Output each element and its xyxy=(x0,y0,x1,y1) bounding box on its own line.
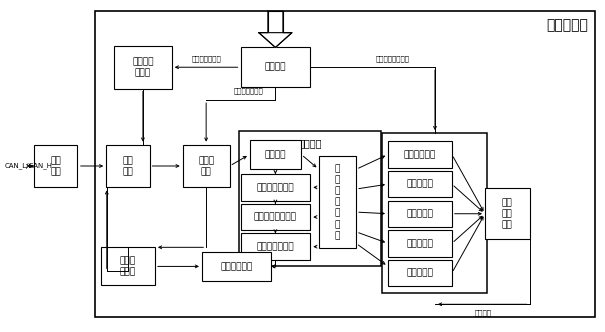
Text: 采样时钟
生成器: 采样时钟 生成器 xyxy=(132,57,154,77)
Text: 抽点
模块: 抽点 模块 xyxy=(122,156,133,176)
Bar xyxy=(388,230,451,257)
Text: 比较触发模块: 比较触发模块 xyxy=(417,140,453,150)
Bar xyxy=(268,11,283,33)
Text: 帧信息比较器: 帧信息比较器 xyxy=(404,150,436,159)
Bar xyxy=(388,260,451,286)
Text: 解码模块: 解码模块 xyxy=(298,138,322,148)
Text: CAN_L/CAN_H: CAN_L/CAN_H xyxy=(4,163,53,169)
Text: 数字比
较器: 数字比 较器 xyxy=(198,156,214,176)
Bar xyxy=(241,174,310,201)
Text: 校验比较器: 校验比较器 xyxy=(407,269,433,278)
Bar xyxy=(101,247,155,285)
Text: 触发信号: 触发信号 xyxy=(475,309,492,316)
Text: 可编程逻辑: 可编程逻辑 xyxy=(547,18,589,32)
Bar xyxy=(201,252,271,281)
Text: 相位转换: 相位转换 xyxy=(264,150,286,159)
Text: 数据比较器: 数据比较器 xyxy=(407,239,433,248)
Text: 模数
转换: 模数 转换 xyxy=(50,156,61,176)
Bar xyxy=(114,46,171,89)
Bar xyxy=(241,47,310,87)
Bar xyxy=(388,201,451,227)
Text: 用户设定触发条件: 用户设定触发条件 xyxy=(376,56,410,62)
Bar xyxy=(106,145,149,187)
Bar xyxy=(485,188,530,239)
Text: 后续处理模块: 后续处理模块 xyxy=(220,262,252,271)
Bar xyxy=(183,145,230,187)
Bar xyxy=(241,233,310,260)
Text: 用户设定波特率: 用户设定波特率 xyxy=(191,56,221,62)
Text: 帧比特提取模块: 帧比特提取模块 xyxy=(257,183,294,192)
Bar xyxy=(34,145,77,187)
Text: 采集控
制模块: 采集控 制模块 xyxy=(120,256,136,277)
Bar xyxy=(382,133,488,293)
Bar xyxy=(241,204,310,230)
Bar xyxy=(388,141,451,168)
Bar xyxy=(250,140,301,169)
Polygon shape xyxy=(259,33,292,47)
Bar xyxy=(319,156,356,248)
Text: 帧
起
始
检
测
模
块: 帧 起 始 检 测 模 块 xyxy=(335,164,340,240)
Text: 控制比较器: 控制比较器 xyxy=(407,209,433,218)
Bar xyxy=(95,11,595,317)
Text: 用户设定帧特征: 用户设定帧特征 xyxy=(234,87,263,94)
Text: 触发
生成
模块: 触发 生成 模块 xyxy=(502,198,512,229)
Bar xyxy=(239,131,381,266)
Text: 编码冗余检测模块: 编码冗余检测模块 xyxy=(254,212,297,221)
Bar xyxy=(388,171,451,197)
Text: 字段提取状态机: 字段提取状态机 xyxy=(257,242,294,251)
Text: 用户设定: 用户设定 xyxy=(264,63,286,72)
Text: 仲裁比较器: 仲裁比较器 xyxy=(407,180,433,189)
